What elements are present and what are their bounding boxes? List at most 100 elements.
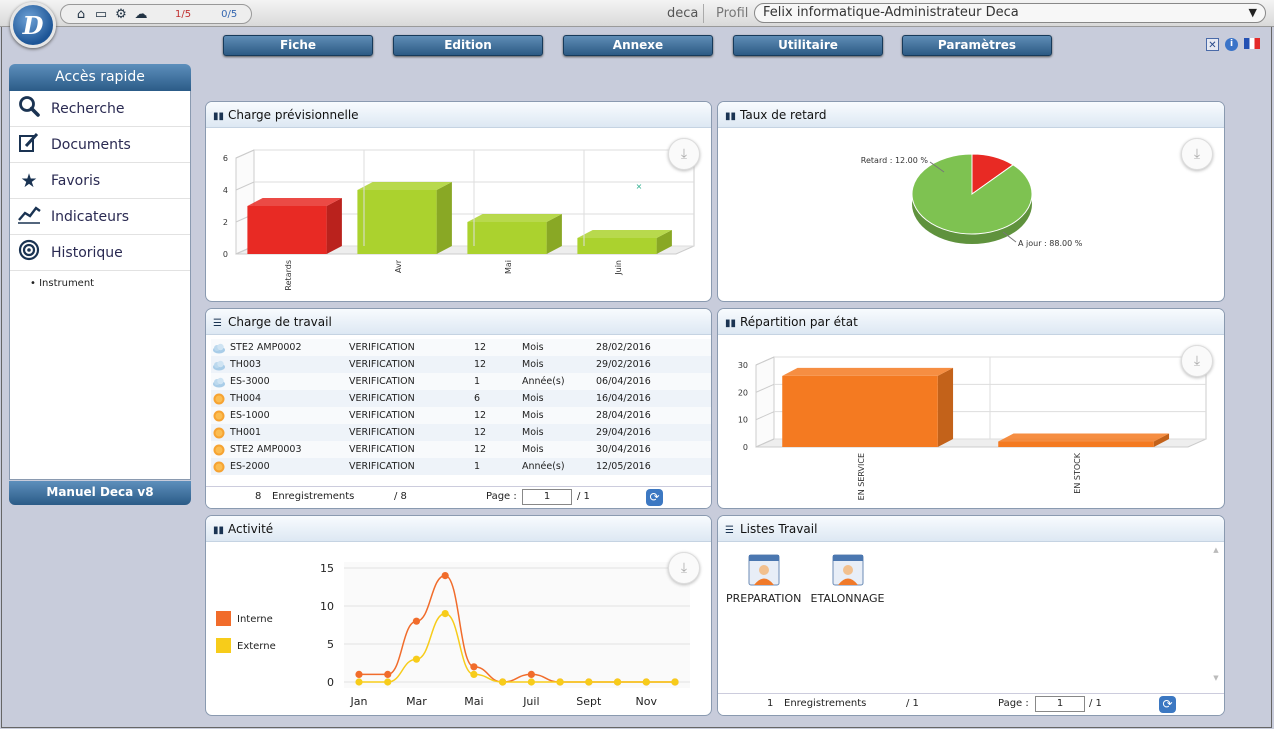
bar [357, 190, 437, 254]
cell-type: VERIFICATION [349, 376, 415, 387]
table-row[interactable]: STE2 AMP0003 VERIFICATION 12 Mois 30/04/2016 [211, 441, 711, 458]
chat-icon[interactable]: ☁ [134, 6, 148, 22]
table-row[interactable]: STE2 AMP0002 VERIFICATION 12 Mois 28/02/2016 [211, 339, 711, 356]
info-icon[interactable]: i [1225, 38, 1238, 51]
legend-label: Interne [237, 614, 273, 625]
cell-date: 28/02/2016 [596, 342, 651, 353]
panel-taux-retard: ▮▮ Taux de retard Retard : 12.00 % A jour … [717, 101, 1225, 302]
leader-line [1002, 231, 1017, 243]
x-tick-label: Jan [350, 695, 368, 708]
gear-icon[interactable]: ⚙ [115, 6, 127, 22]
sidebar-item-favoris[interactable]: ★ Favoris [10, 163, 190, 199]
cell-unit: Mois [522, 444, 544, 455]
sidebar-item-label: Recherche [51, 100, 125, 117]
cloud-icon [212, 339, 226, 356]
panel-charge-travail: ☰ Charge de travail STE2 AMP0002 VERIFICAT… [205, 308, 712, 509]
cell-type: VERIFICATION [349, 359, 415, 370]
x-tick-label: Retards [284, 260, 293, 291]
cell-code: STE2 AMP0002 [230, 342, 302, 353]
download-icon[interactable]: ⤓ [668, 552, 700, 584]
table-row[interactable]: TH004 VERIFICATION 6 Mois 16/04/2016 [211, 390, 711, 407]
state-distribution-bar-chart: 0 10 20 30 EN SERVICE EN STOCK [738, 356, 1207, 500]
page-input[interactable]: 1 [522, 489, 572, 505]
refresh-icon[interactable]: ⟳ [1159, 696, 1176, 713]
cell-date: 12/05/2016 [596, 461, 651, 472]
profile-select[interactable]: Felix informatique-Administrateur Deca ▼ [754, 3, 1266, 23]
cell-type: VERIFICATION [349, 410, 415, 421]
panel-title: Charge prévisionnelle [228, 108, 359, 122]
divider [703, 4, 704, 23]
gridline [755, 383, 775, 393]
cell-qty: 1 [474, 376, 481, 387]
gridline [235, 149, 255, 159]
username: deca [667, 6, 699, 21]
cell-code: TH004 [230, 393, 262, 404]
sidebar-subitem-instrument[interactable]: • Instrument [30, 278, 95, 289]
record-label: Enregistrements [784, 698, 867, 709]
cell-date: 29/02/2016 [596, 359, 651, 370]
table-row[interactable]: TH003 VERIFICATION 12 Mois 29/02/2016 [211, 356, 711, 373]
data-point [671, 678, 679, 686]
line-chart-icon [16, 204, 42, 229]
bar-side [1153, 433, 1170, 447]
cell-date: 06/04/2016 [596, 376, 651, 387]
worklist-icon [832, 554, 863, 586]
sidebar-item-historique[interactable]: Historique [10, 235, 190, 271]
sidebar-title: Accès rapide [9, 64, 191, 91]
sidebar-item-documents[interactable]: Documents [10, 127, 190, 163]
x-tick-label: Nov [636, 695, 658, 708]
bar-chart-icon: ▮▮ [213, 111, 225, 122]
y-tick-label: 0 [743, 443, 748, 452]
sidebar-item-indicateurs[interactable]: Indicateurs [10, 199, 190, 235]
x-tick-label: Mar [406, 695, 427, 708]
scrollbar[interactable]: ▲ ▼ [1213, 546, 1219, 682]
plot-area [344, 562, 690, 688]
activity-line-chart: 0 5 10 15 Jan Mar Mai Juil Sept Nov Interne Externe [216, 562, 690, 708]
table-row[interactable]: TH001 VERIFICATION 12 Mois 29/04/2016 [211, 424, 711, 441]
download-icon[interactable]: ⤓ [668, 138, 700, 170]
document-edit-icon [16, 131, 42, 158]
app-logo[interactable]: D [10, 2, 56, 48]
worklist-tile-etalonnage[interactable]: ETALONNAGE [810, 554, 885, 605]
french-flag-icon[interactable] [1244, 38, 1260, 49]
manual-button[interactable]: Manuel Deca v8 [9, 481, 191, 505]
menu-utilitaire[interactable]: Utilitaire [733, 35, 883, 56]
bar-top [467, 214, 562, 222]
menu-parametres[interactable]: Paramètres [902, 35, 1052, 56]
download-icon[interactable]: ⤓ [1181, 345, 1213, 377]
data-point [527, 670, 535, 678]
bar [998, 441, 1154, 447]
close-window-icon[interactable]: ✕ [1206, 38, 1219, 51]
cell-type: VERIFICATION [349, 444, 415, 455]
cell-type: VERIFICATION [349, 461, 415, 472]
data-point [585, 678, 593, 686]
home-icon[interactable]: ⌂ [76, 6, 86, 22]
sidebar-item-label: Indicateurs [51, 208, 130, 225]
page-input[interactable]: 1 [1035, 696, 1085, 712]
menu-annexe[interactable]: Annexe [563, 35, 713, 56]
cell-code: ES-3000 [230, 376, 270, 387]
bar-top [577, 230, 672, 238]
menu-fiche[interactable]: Fiche [223, 35, 373, 56]
table-row[interactable]: ES-2000 VERIFICATION 1 Année(s) 12/05/2016 [211, 458, 711, 475]
bar-top [782, 367, 954, 376]
download-icon[interactable]: ⤓ [1181, 138, 1213, 170]
table-row[interactable]: ES-1000 VERIFICATION 12 Mois 28/04/2016 [211, 407, 711, 424]
alerts-counter[interactable]: 1/5 [175, 8, 192, 20]
cloud-icon [212, 356, 226, 373]
cell-unit: Mois [522, 342, 544, 353]
monitor-icon[interactable]: ▭ [94, 6, 108, 22]
page-label: Page : [486, 491, 517, 502]
sidebar-item-label: Documents [51, 136, 131, 153]
pie-label-retard: Retard : 12.00 % [861, 156, 929, 165]
worklist-tile-preparation[interactable]: PREPARATION [726, 554, 801, 605]
menu-edition[interactable]: Edition [393, 35, 543, 56]
cell-qty: 1 [474, 461, 481, 472]
record-label: Enregistrements [272, 491, 355, 502]
table-row[interactable]: ES-3000 VERIFICATION 1 Année(s) 06/04/2016 [211, 373, 711, 390]
refresh-icon[interactable]: ⟳ [646, 489, 663, 506]
bar-top [357, 182, 452, 190]
sidebar-item-recherche[interactable]: Recherche [10, 91, 190, 127]
messages-counter[interactable]: 0/5 [221, 8, 238, 20]
list-icon: ☰ [725, 525, 734, 536]
